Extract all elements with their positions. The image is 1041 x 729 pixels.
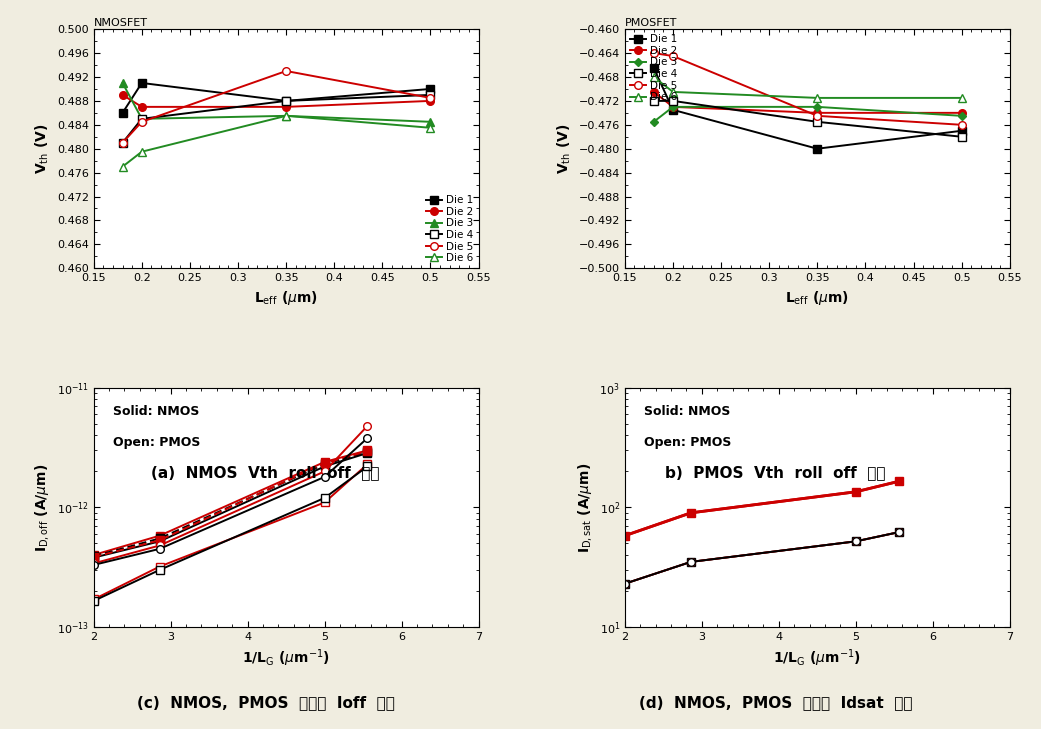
Die 1 [280,96,293,105]
Die 3 [956,112,968,120]
Die 2 [956,109,968,117]
Text: b)  PMOS  Vth  roll  off  특성: b) PMOS Vth roll off 특성 [665,466,886,480]
Line: Die 5: Die 5 [119,67,434,147]
Die 4 [956,133,968,141]
Legend: Die 1, Die 2, Die 3, Die 4, Die 5, Die 6: Die 1, Die 2, Die 3, Die 4, Die 5, Die 6 [427,195,474,263]
Die 2 [280,103,293,112]
Text: Open: PMOS: Open: PMOS [112,436,200,448]
Die 1 [648,63,660,72]
Die 6 [135,147,148,156]
Die 5 [117,139,129,147]
Line: Die 3: Die 3 [119,79,434,125]
Die 6 [956,93,968,102]
Die 3 [425,117,437,126]
Die 6 [117,163,129,171]
Die 5 [648,49,660,58]
Die 4 [811,117,823,126]
Die 3 [135,114,148,123]
Die 4 [666,96,679,105]
Die 4 [280,96,293,105]
Die 2 [425,96,437,105]
Die 6 [811,93,823,102]
X-axis label: L$_{\rm eff}$ ($\mu$m): L$_{\rm eff}$ ($\mu$m) [785,289,849,307]
Die 6 [666,87,679,96]
Text: (c)  NMOS,  PMOS  소자의  Ioff  특성: (c) NMOS, PMOS 소자의 Ioff 특성 [136,695,395,710]
Die 5 [956,120,968,129]
Die 1 [425,85,437,93]
Text: NMOSFET: NMOSFET [94,18,148,28]
Line: Die 6: Die 6 [119,112,434,171]
Y-axis label: I$_{\rm D,off}$ (A/$\mu$m): I$_{\rm D,off}$ (A/$\mu$m) [33,463,51,552]
Die 5 [666,52,679,61]
Y-axis label: I$_{\rm D,sat}$ (A/$\mu$m): I$_{\rm D,sat}$ (A/$\mu$m) [576,462,594,553]
Die 3 [117,79,129,87]
Die 4 [648,96,660,105]
Text: Solid: NMOS: Solid: NMOS [112,405,199,418]
Die 3 [280,112,293,120]
Die 1 [811,144,823,153]
Die 5 [135,117,148,126]
Die 1 [956,126,968,135]
Die 2 [811,109,823,117]
X-axis label: L$_{\rm eff}$ ($\mu$m): L$_{\rm eff}$ ($\mu$m) [254,289,319,307]
Line: Die 2: Die 2 [650,88,965,117]
Die 2 [117,90,129,99]
Die 2 [135,103,148,112]
Die 5 [425,93,437,102]
Line: Die 1: Die 1 [119,79,434,117]
Die 2 [648,87,660,96]
Die 1 [135,79,148,87]
Text: (d)  NMOS,  PMOS  소자의  Idsat  특성: (d) NMOS, PMOS 소자의 Idsat 특성 [639,695,912,710]
Line: Die 4: Die 4 [650,97,965,141]
Text: Open: PMOS: Open: PMOS [644,436,732,448]
Line: Die 6: Die 6 [650,73,965,102]
Die 5 [280,66,293,75]
Die 6 [425,123,437,132]
Die 6 [648,73,660,82]
Text: Solid: NMOS: Solid: NMOS [644,405,731,418]
Die 4 [135,114,148,123]
Die 2 [666,103,679,112]
X-axis label: 1/L$_{\rm G}$ ($\mu$m$^{-1}$): 1/L$_{\rm G}$ ($\mu$m$^{-1}$) [773,647,861,669]
Line: Die 4: Die 4 [119,91,434,147]
Y-axis label: V$_{\rm th}$ (V): V$_{\rm th}$ (V) [556,124,574,174]
X-axis label: 1/L$_{\rm G}$ ($\mu$m$^{-1}$): 1/L$_{\rm G}$ ($\mu$m$^{-1}$) [243,647,330,669]
Die 3 [811,103,823,112]
Text: (a)  NMOS  Vth  roll  off  특성: (a) NMOS Vth roll off 특성 [151,466,380,480]
Line: Die 2: Die 2 [119,91,434,111]
Y-axis label: V$_{\rm th}$ (V): V$_{\rm th}$ (V) [34,124,51,174]
Die 1 [117,109,129,117]
Text: PMOSFET: PMOSFET [625,18,678,28]
Die 3 [666,103,679,112]
Die 5 [811,112,823,120]
Die 6 [280,112,293,120]
Legend: Die 1, Die 2, Die 3, Die 4, Die 5, Die 6: Die 1, Die 2, Die 3, Die 4, Die 5, Die 6 [630,34,677,102]
Die 3 [648,117,660,126]
Line: Die 3: Die 3 [651,104,965,125]
Line: Die 5: Die 5 [650,50,965,128]
Line: Die 1: Die 1 [650,64,965,152]
Die 1 [666,106,679,114]
Die 4 [117,139,129,147]
Die 4 [425,90,437,99]
